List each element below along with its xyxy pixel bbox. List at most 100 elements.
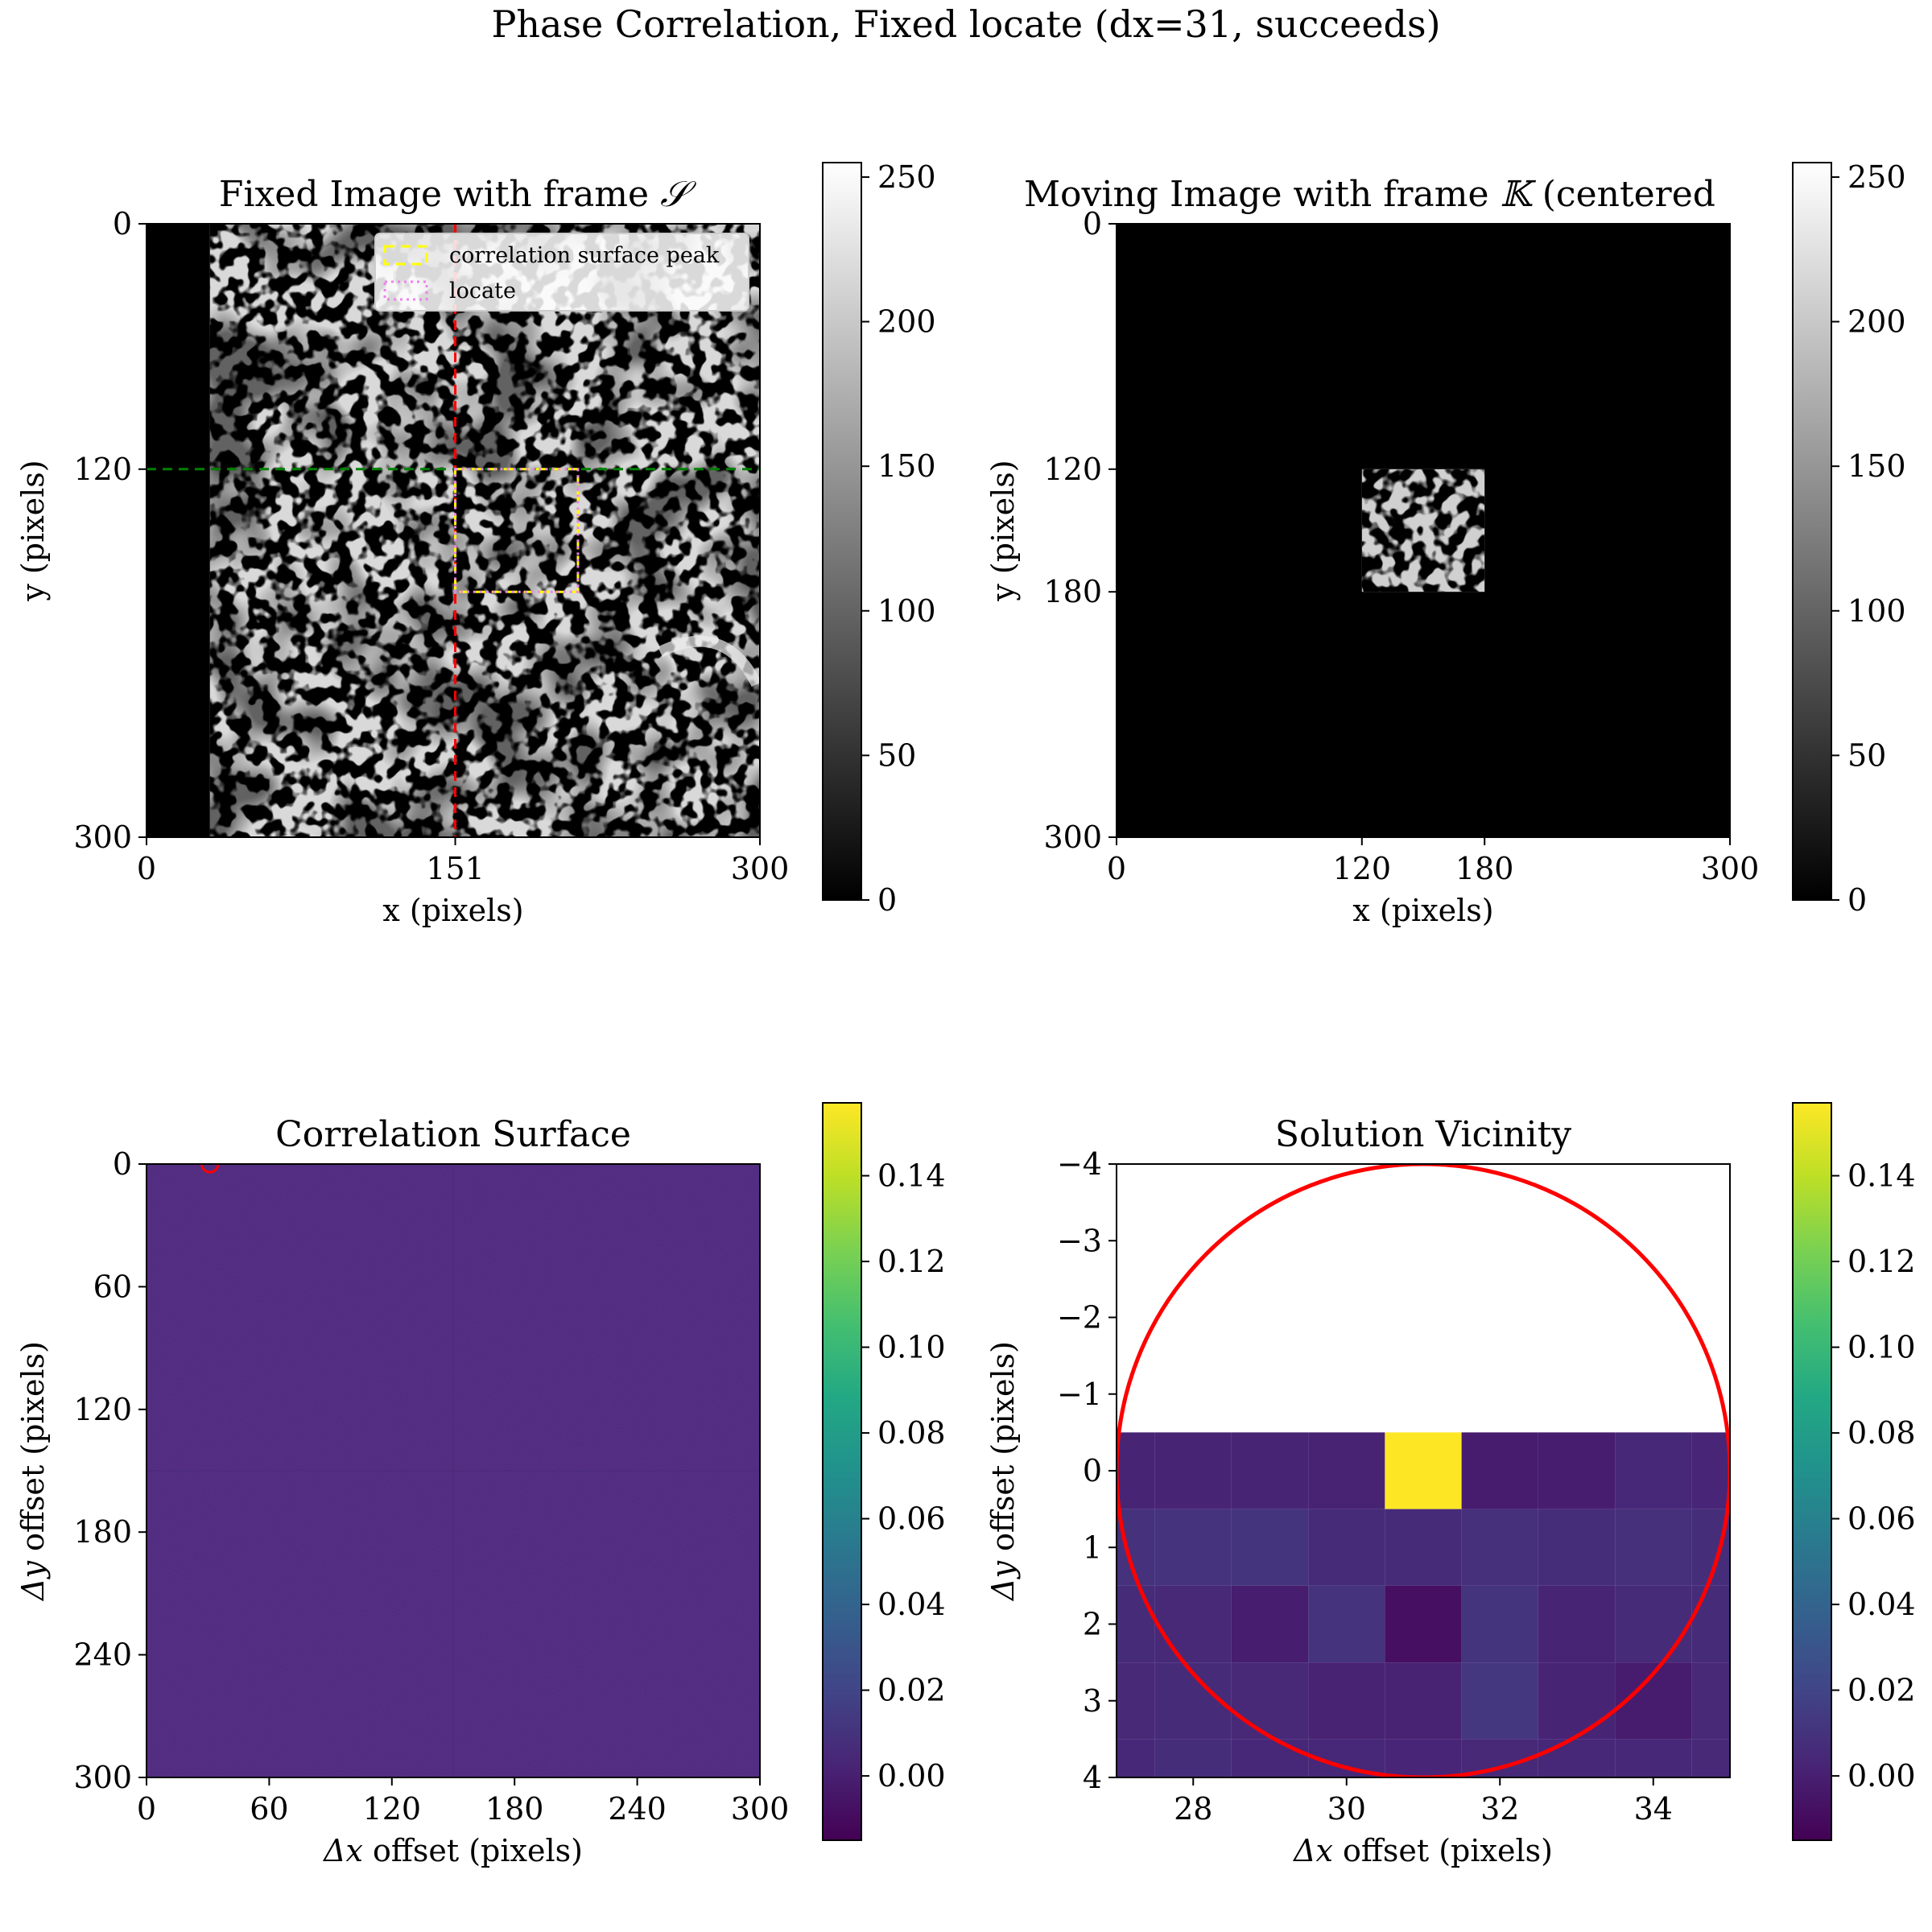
heatmap-cell [1154, 1432, 1232, 1509]
y-axis-label: Δy offset (pixels) [985, 1341, 1021, 1602]
y-tick-label: 0 [1083, 206, 1102, 242]
heatmap-cell [1385, 1509, 1462, 1586]
colorbar-tick-label: 250 [877, 159, 936, 195]
heatmap-cell [1538, 1509, 1616, 1586]
heatmap-cell [1117, 1585, 1155, 1663]
y-tick-label: 1 [1083, 1530, 1102, 1565]
heatmap-cell [1538, 1585, 1616, 1663]
y-tick-label: 240 [73, 1637, 132, 1673]
heatmap-cell [1231, 1432, 1309, 1509]
heatmap-cell [1691, 1739, 1730, 1777]
x-tick-label: 32 [1480, 1791, 1519, 1827]
heatmap-cell [1231, 1739, 1309, 1777]
colorbar-tick-label: 150 [1847, 448, 1906, 484]
x-tick-label: 0 [1107, 851, 1126, 886]
heatmap-cell [1538, 1662, 1616, 1740]
y-tick-label: 300 [1043, 819, 1102, 855]
x-axis-label-part: x (pixels) [382, 893, 523, 928]
colorbar-tick-label: 200 [1847, 304, 1906, 340]
colorbar-tick-label: 0.02 [877, 1673, 946, 1708]
y-tick-label: −3 [1057, 1223, 1102, 1258]
colorbar-tick-label: 0 [1847, 882, 1867, 918]
y-tick-label: 2 [1083, 1607, 1102, 1642]
colorbar-tick-label: 0.10 [1847, 1330, 1916, 1365]
heatmap-cell [1691, 1662, 1730, 1740]
y-tick-label: 60 [93, 1269, 132, 1304]
colorbar-tick-label: 0.14 [877, 1158, 946, 1194]
heatmap-cell [1538, 1432, 1616, 1509]
legend-box [374, 233, 749, 312]
y-axis-label-part: Δy [15, 1561, 51, 1602]
x-axis-label-part: offset (pixels) [363, 1833, 583, 1868]
y-tick-label: 180 [1043, 574, 1102, 609]
axes-frame [146, 223, 761, 838]
colorbar-tick-label: 0.00 [1847, 1758, 1916, 1794]
colorbar-tick-label: 0.06 [1847, 1501, 1916, 1537]
y-tick-label: 300 [73, 819, 132, 855]
colorbar-tick-label: 100 [1847, 593, 1906, 629]
colorbar-tick-label: 0 [877, 882, 897, 918]
x-tick-label: 240 [608, 1791, 667, 1827]
colorbar-tick-label: 200 [877, 304, 936, 340]
x-tick-label: 120 [1333, 851, 1392, 886]
heatmap-cell [1691, 1432, 1730, 1509]
legend-label: locate [449, 279, 516, 303]
x-tick-label: 300 [731, 851, 790, 886]
axes-title: Moving Image with frame 𝕂 (centered [1024, 174, 1715, 215]
colorbar-tick-label: 0.12 [1847, 1244, 1916, 1279]
x-tick-label: 0 [137, 851, 156, 886]
title-symbol: 𝕂 [1501, 174, 1537, 215]
x-tick-label: 151 [426, 851, 485, 886]
x-tick-label: 300 [731, 1791, 790, 1827]
heatmap-cell [1385, 1662, 1462, 1740]
y-tick-label: 120 [73, 452, 132, 487]
axes-frame [1116, 223, 1731, 838]
y-tick-label: −2 [1057, 1300, 1102, 1335]
x-axis-label-part: offset (pixels) [1333, 1833, 1553, 1868]
colorbar [1792, 162, 1832, 901]
y-tick-label: 3 [1083, 1683, 1102, 1719]
x-tick-label: 28 [1174, 1791, 1212, 1827]
heatmap-cell [1117, 1739, 1155, 1777]
heatmap-cell [1615, 1585, 1692, 1663]
y-axis-label-part: offset (pixels) [15, 1341, 51, 1561]
heatmap-cell [1691, 1585, 1730, 1663]
colorbar-tick-label: 0.04 [877, 1587, 946, 1622]
y-tick-label: 120 [1043, 452, 1102, 487]
x-axis-label-part: Δx [1292, 1833, 1333, 1868]
vicinity-image [1117, 1164, 1730, 1777]
colorbar-tick-label: 0.04 [1847, 1587, 1916, 1622]
colorbar-tick-label: 0.10 [877, 1330, 946, 1365]
axes-title: Correlation Surface [275, 1114, 631, 1155]
y-tick-label: −4 [1057, 1146, 1102, 1182]
x-axis-label: x (pixels) [382, 893, 523, 928]
y-tick-label: 300 [73, 1760, 132, 1795]
legend-label: correlation surface peak [449, 243, 720, 268]
legend: correlation surface peak locate [374, 233, 749, 312]
colorbar [822, 162, 862, 901]
title-symbol: 𝒮 [660, 174, 696, 215]
colorbar-tick-label: 0.14 [1847, 1158, 1916, 1194]
heatmap-cell [1615, 1432, 1692, 1509]
heatmap-cell [1308, 1509, 1385, 1586]
y-axis-label: Δy offset (pixels) [15, 1341, 51, 1602]
axes-frame [146, 1163, 761, 1778]
heatmap-cell [1385, 1585, 1462, 1663]
suptitle: Phase Correlation, Fixed locate (dx=31, … [491, 2, 1440, 46]
title-prefix: Fixed Image with frame [219, 174, 660, 215]
heatmap-cell [1154, 1739, 1232, 1777]
x-axis-label: Δx offset (pixels) [322, 1833, 583, 1868]
peak-marker [200, 1164, 220, 1174]
heatmap-cell [1615, 1739, 1692, 1777]
specular-arc [657, 635, 760, 687]
x-axis-label: Δx offset (pixels) [1292, 1833, 1553, 1868]
y-tick-label: 0 [113, 1146, 132, 1182]
y-axis-label-part: Δy [985, 1561, 1021, 1602]
y-tick-label: 0 [113, 206, 132, 242]
axes-title: Fixed Image with frame 𝒮 [219, 174, 696, 215]
heatmap-cell [1231, 1509, 1309, 1586]
colorbar-tick-label: 50 [877, 737, 916, 773]
